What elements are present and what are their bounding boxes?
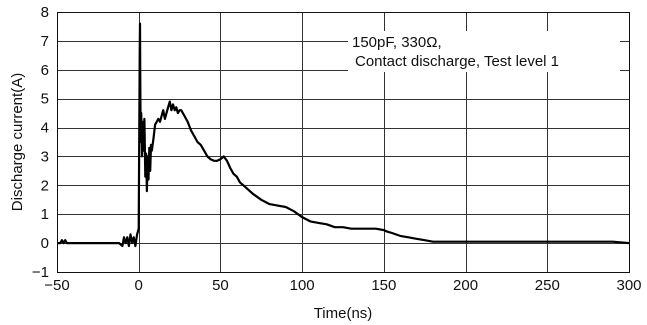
y-tick-label: 6: [41, 62, 49, 79]
y-tick-label: 0: [41, 235, 49, 252]
plot-frame: [56, 11, 631, 274]
y-tick-label: −1: [32, 264, 49, 281]
x-axis-label: Time(ns): [314, 305, 373, 322]
y-tick-label: 1: [41, 206, 49, 223]
annotation-line-1: 150pF, 330Ω,: [352, 34, 442, 51]
annotation-background: [348, 31, 620, 72]
y-tick-label: 2: [41, 177, 49, 194]
y-tick-label: 4: [41, 120, 49, 137]
x-tick-label: 50: [212, 277, 229, 294]
x-tick-label: −50: [44, 277, 69, 294]
x-tick-label: 200: [453, 277, 478, 294]
y-tick-label: 8: [41, 4, 49, 21]
y-tick-labels: −1 0 1 2 3 4 5 6 7 8: [32, 4, 49, 281]
x-tick-label: 250: [535, 277, 560, 294]
y-tick-label: 5: [41, 91, 49, 108]
x-tick-label: 0: [135, 277, 143, 294]
x-tick-labels: −50 0 50 100 150 200 250 300: [44, 277, 641, 294]
x-tick-label: 100: [290, 277, 315, 294]
annotation-line-2: Contact discharge, Test level 1: [355, 53, 559, 70]
x-tick-label: 300: [616, 277, 641, 294]
series-line: [57, 22, 630, 248]
y-tick-label: 3: [41, 148, 49, 165]
y-axis-label: Discharge current(A): [9, 73, 26, 211]
y-tick-label: 7: [41, 33, 49, 50]
x-tick-label: 150: [371, 277, 396, 294]
